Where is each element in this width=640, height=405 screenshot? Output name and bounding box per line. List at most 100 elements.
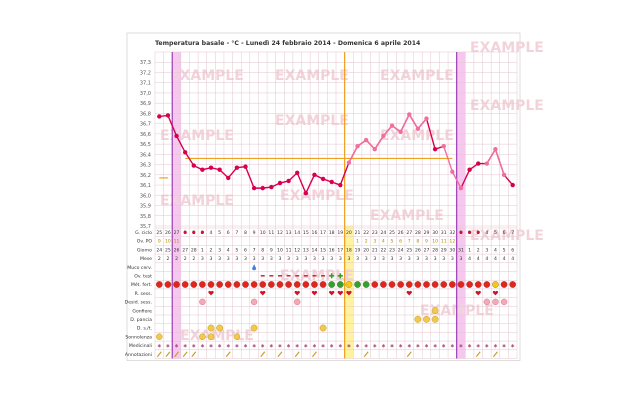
temperature-point xyxy=(182,150,188,155)
headache-icon xyxy=(216,324,224,332)
temperature-point xyxy=(432,147,438,152)
row-cell: 18 xyxy=(329,230,335,236)
heart-icon xyxy=(346,290,352,296)
temperature-point xyxy=(191,163,196,168)
row-cell: 4 xyxy=(227,247,230,253)
temperature-point xyxy=(450,169,455,174)
row-cell: 4 xyxy=(485,230,488,236)
temperature-point xyxy=(338,182,343,188)
note-pencil-icon xyxy=(225,351,231,358)
fertility-status-dot xyxy=(181,281,189,288)
ovtest-negative-icon xyxy=(321,275,326,277)
row-cell: 3 xyxy=(399,256,402,262)
note-pencil-icon xyxy=(191,351,197,358)
row-cell: 3 xyxy=(408,256,411,262)
row-cell: 6 xyxy=(227,230,230,236)
temperature-point xyxy=(157,114,162,119)
temperature-point xyxy=(277,180,283,186)
temperature-point xyxy=(303,191,309,196)
row-cell: 4 xyxy=(382,239,385,245)
row-cell: 3 xyxy=(296,256,299,262)
temperature-point xyxy=(484,161,490,166)
y-tick-label: 36,5 xyxy=(140,142,151,148)
desire-icon xyxy=(294,298,301,306)
row-cell: 25 xyxy=(389,230,395,236)
row-cell: 27 xyxy=(174,230,180,236)
row-cell: 2 xyxy=(175,256,178,262)
medicine-icon: ✱ xyxy=(252,343,256,349)
temperature-point xyxy=(312,172,317,178)
row-cell: 20 xyxy=(363,247,369,253)
bloating-icon xyxy=(431,307,439,314)
desire-icon xyxy=(483,298,491,306)
row-label: Sonnolenza xyxy=(125,334,152,340)
fertility-status-dot xyxy=(457,281,465,288)
row-cell: 3 xyxy=(201,256,204,262)
row-cell: 10 xyxy=(260,230,266,236)
y-tick-label: 35,7 xyxy=(140,224,151,230)
y-tick-label: 37,2 xyxy=(140,70,151,76)
temperature-point xyxy=(260,185,265,191)
row-cell: 3 xyxy=(218,247,221,253)
y-tick-label: 36,4 xyxy=(140,152,151,158)
row-cell: 3 xyxy=(279,256,282,262)
note-pencil-icon xyxy=(260,351,266,358)
temperature-point xyxy=(269,184,274,190)
row-cell: 4 xyxy=(210,230,213,236)
medicine-icon: ✱ xyxy=(485,343,489,349)
medicine-icon: ✱ xyxy=(433,343,437,349)
fertility-status-dot xyxy=(380,281,387,288)
medicine-icon: ✱ xyxy=(459,343,463,349)
temperature-point xyxy=(286,178,291,184)
medicine-icon: ✱ xyxy=(209,343,213,349)
row-cell: 3 xyxy=(339,256,342,262)
row-cell: 3 xyxy=(460,256,463,262)
desire-icon xyxy=(500,298,508,306)
fertility-status-dot xyxy=(216,281,223,288)
row-cell: 2 xyxy=(158,256,161,262)
period-drop-icon xyxy=(467,230,472,234)
heart-icon xyxy=(311,290,318,296)
headache-icon xyxy=(250,324,258,332)
row-cell: 30 xyxy=(449,247,455,253)
medicine-icon: ✱ xyxy=(235,343,239,349)
row-cell: 6 xyxy=(244,247,247,253)
row-cell: 3 xyxy=(356,256,359,262)
fertility-status-dot xyxy=(224,281,232,288)
row-cell: 27 xyxy=(182,247,188,253)
heart-icon xyxy=(492,290,499,296)
fertility-status-dot xyxy=(155,281,163,288)
row-cell: 2 xyxy=(477,247,480,253)
row-cell: 4 xyxy=(468,256,471,262)
row-cell: 13 xyxy=(286,230,292,236)
y-tick-label: 37,3 xyxy=(140,60,151,66)
fertility-status-dot xyxy=(388,281,396,288)
row-cell: 20 xyxy=(346,230,352,236)
fertility-status-dot xyxy=(414,281,422,288)
fertility-status-dot xyxy=(233,281,241,288)
temperature-point xyxy=(355,143,360,149)
sleepiness-icon xyxy=(233,333,241,340)
row-cell: 5 xyxy=(235,247,238,253)
fertility-status-dot xyxy=(302,281,310,288)
ovtest-negative-icon xyxy=(286,275,291,277)
row-cell: 31 xyxy=(441,230,447,236)
row-cell: 6 xyxy=(399,239,402,245)
medicine-icon: ✱ xyxy=(200,343,204,349)
desire-icon xyxy=(492,298,499,306)
row-cell: 25 xyxy=(406,247,412,253)
row-label: Ov. test xyxy=(134,274,152,280)
medicine-icon: ✱ xyxy=(338,343,342,349)
fertility-status-dot xyxy=(259,281,267,288)
row-cell: 2 xyxy=(210,247,213,253)
fertility-status-dot xyxy=(483,281,491,288)
row-cell: 3 xyxy=(244,256,247,262)
row-cell: 3 xyxy=(287,256,290,262)
temperature-point xyxy=(251,185,257,191)
row-cell: 26 xyxy=(174,247,180,253)
row-cell: 7 xyxy=(235,230,238,236)
row-label: Muco cerv. xyxy=(127,265,152,271)
fertility-status-dot xyxy=(285,281,292,288)
row-cell: 2 xyxy=(365,239,368,245)
row-cell: 27 xyxy=(406,230,412,236)
